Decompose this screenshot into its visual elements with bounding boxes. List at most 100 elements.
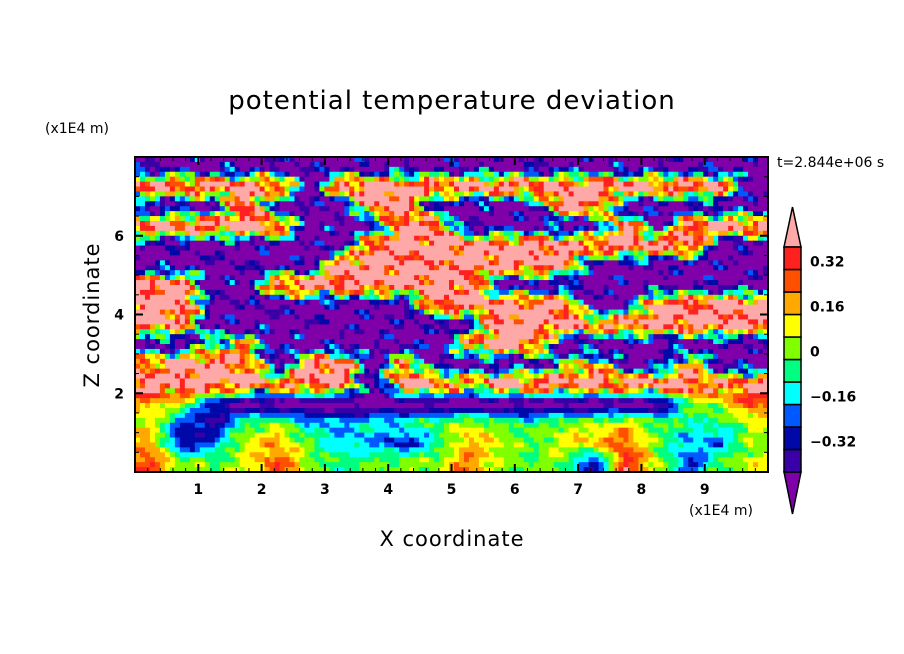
heatmap-cell [409, 157, 415, 163]
heatmap-cell [508, 294, 515, 301]
heatmap-cell [663, 265, 669, 271]
heatmap-cell [159, 299, 166, 306]
heatmap-cell [678, 171, 684, 178]
heatmap-cell [424, 166, 430, 173]
heatmap-cell [613, 235, 620, 242]
heatmap-cell [264, 324, 271, 330]
heatmap-cell [553, 230, 560, 237]
heatmap-cell [154, 344, 161, 350]
heatmap-cell [184, 181, 191, 188]
heatmap-cell [189, 299, 196, 306]
heatmap-cell [648, 309, 654, 316]
heatmap-cell [259, 344, 266, 350]
heatmap-cell [214, 284, 221, 291]
heatmap-cell [593, 309, 600, 316]
heatmap-cell [683, 314, 689, 321]
heatmap-cell [738, 171, 744, 178]
heatmap-cell [139, 161, 146, 168]
heatmap-cell [189, 289, 196, 296]
heatmap-cell [409, 344, 415, 350]
heatmap-cell [289, 176, 296, 183]
heatmap-cell [593, 157, 600, 163]
heatmap-cell [244, 171, 251, 178]
heatmap-cell [743, 191, 749, 197]
heatmap-cell [209, 250, 216, 257]
heatmap-cell [663, 181, 669, 188]
heatmap-cell [319, 157, 325, 163]
heatmap-cell [439, 265, 445, 271]
heatmap-cell [473, 191, 480, 197]
heatmap-cell [429, 157, 435, 163]
heatmap-cell [144, 314, 151, 321]
heatmap-cell [214, 196, 221, 202]
heatmap-cell [409, 220, 415, 227]
heatmap-cell [543, 186, 550, 193]
heatmap-cell [763, 157, 769, 163]
heatmap-cell [753, 230, 759, 237]
heatmap-cell [463, 324, 470, 330]
heatmap-cell [603, 319, 610, 325]
heatmap-cell [618, 260, 625, 266]
heatmap-cell [593, 206, 600, 212]
heatmap-cell [284, 181, 291, 188]
heatmap-cell [613, 309, 620, 316]
heatmap-cell [633, 289, 640, 296]
heatmap-cell [478, 304, 485, 311]
heatmap-cell [458, 171, 465, 178]
heatmap-cell [239, 161, 246, 168]
heatmap-cell [439, 299, 445, 306]
heatmap-cell [493, 289, 500, 296]
heatmap-cell [738, 176, 744, 183]
heatmap-cell [349, 245, 355, 252]
heatmap-cell [179, 309, 186, 316]
heatmap-cell [458, 225, 465, 232]
heatmap-cell [319, 161, 325, 168]
heatmap-cell [563, 289, 570, 296]
heatmap-cell [269, 191, 276, 197]
heatmap-cell [204, 166, 211, 173]
heatmap-cell [319, 265, 325, 271]
heatmap-cell [748, 191, 754, 197]
heatmap-cell [404, 275, 410, 281]
heatmap-cell [513, 216, 520, 222]
heatmap-cell [249, 196, 256, 202]
heatmap-cell [274, 265, 281, 271]
heatmap-cell [429, 304, 435, 311]
heatmap-cell [728, 216, 734, 222]
heatmap-cell [563, 235, 570, 242]
heatmap-cell [618, 304, 625, 311]
heatmap-cell [419, 255, 425, 261]
heatmap-cell [349, 309, 355, 316]
heatmap-cell [478, 176, 485, 183]
heatmap-cell [583, 157, 590, 163]
heatmap-cell [488, 314, 495, 321]
heatmap-cell [139, 299, 146, 306]
heatmap-cell [718, 260, 724, 266]
heatmap-cell [518, 339, 525, 345]
heatmap-cell [219, 260, 226, 266]
heatmap-cell [389, 280, 395, 286]
heatmap-cell [179, 299, 186, 306]
heatmap-cell [154, 284, 161, 291]
heatmap-cell [578, 196, 585, 202]
heatmap-cell [234, 240, 241, 247]
heatmap-cell [533, 324, 540, 330]
heatmap-cell [523, 161, 530, 168]
heatmap-cell [439, 339, 445, 345]
heatmap-cell [563, 176, 570, 183]
heatmap-cell [244, 324, 251, 330]
heatmap-cell [723, 309, 729, 316]
heatmap-cell [473, 161, 480, 168]
heatmap-cell [563, 230, 570, 237]
heatmap-cell [633, 220, 640, 227]
heatmap-cell [239, 166, 246, 173]
heatmap-cell [638, 309, 644, 316]
heatmap-cell [224, 245, 231, 252]
heatmap-cell [693, 339, 699, 345]
heatmap-cell [244, 314, 251, 321]
heatmap-cell [648, 240, 654, 247]
heatmap-cell [498, 319, 505, 325]
heatmap-cell [409, 196, 415, 202]
heatmap-cell [708, 289, 714, 296]
heatmap-cell [444, 294, 450, 301]
